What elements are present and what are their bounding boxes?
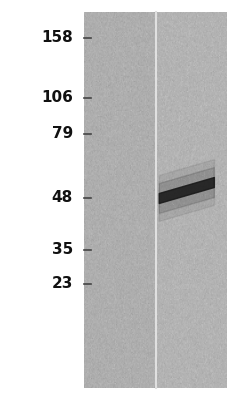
Text: 48: 48 bbox=[52, 190, 73, 206]
Bar bbox=[0, 0, 84, 400]
Text: 23: 23 bbox=[51, 276, 73, 292]
Text: 35: 35 bbox=[52, 242, 73, 258]
Text: 79: 79 bbox=[52, 126, 73, 142]
Text: 106: 106 bbox=[41, 90, 73, 106]
Text: 158: 158 bbox=[41, 30, 73, 46]
